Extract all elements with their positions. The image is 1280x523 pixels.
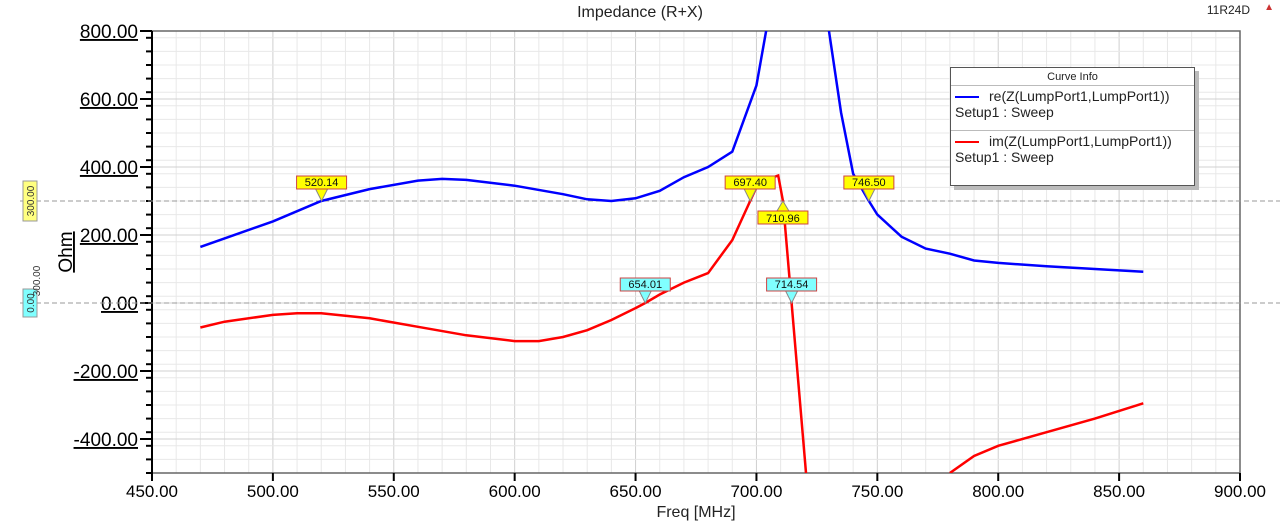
chart-title: Impedance (R+X): [577, 4, 703, 21]
x-tick-label: 850.00: [1093, 482, 1145, 501]
marker-label: 714.54: [775, 279, 809, 291]
legend[interactable]: Curve Info re(Z(LumpPort1,LumpPort1)) Se…: [950, 67, 1195, 186]
series-im-line: [949, 402, 1144, 473]
legend-label: re(Z(LumpPort1,LumpPort1)): [989, 88, 1170, 104]
y-tick-label: 400.00: [80, 158, 138, 179]
y-axis-label: Ohm: [56, 231, 77, 272]
x-axis-label: Freq [MHz]: [656, 504, 735, 521]
marker-box: [757, 210, 809, 225]
x-tick-label: 750.00: [851, 482, 903, 501]
x-tick-label: 600.00: [489, 482, 541, 501]
reference-label-text: 0.00: [26, 293, 37, 313]
reference-label: 300.00: [22, 180, 38, 222]
x-tick-label: 900.00: [1214, 482, 1266, 501]
legend-entry-im[interactable]: im(Z(LumpPort1,LumpPort1)) Setup1 : Swee…: [951, 131, 1194, 175]
series-im-line: [200, 173, 808, 473]
marker-label: 746.50: [852, 177, 886, 189]
x-tick-label: 450.00: [126, 482, 178, 501]
marker: 697.40: [724, 175, 776, 203]
x-tick-label: 700.00: [730, 482, 782, 501]
y-tick-label: 800.00: [80, 22, 138, 43]
marker-box: [724, 175, 776, 190]
design-label: 11R24D: [1206, 3, 1250, 17]
marker-box: [766, 277, 818, 292]
legend-sub: Setup1 : Sweep: [955, 104, 1054, 120]
marker-pointer: [776, 200, 790, 212]
reference-label: 0.00: [22, 288, 38, 318]
series-re-line: [199, 31, 1144, 273]
y-tick-label: -400.00: [74, 430, 138, 451]
x-tick-label: 500.00: [247, 482, 299, 501]
marker: 746.50: [843, 175, 895, 203]
marker-label: 710.96: [766, 213, 800, 225]
x-tick-label: 650.00: [610, 482, 662, 501]
reference-label-box: [22, 288, 38, 318]
marker-box: [619, 277, 671, 292]
legend-sub: Setup1 : Sweep: [955, 149, 1054, 165]
legend-label: im(Z(LumpPort1,LumpPort1)): [989, 133, 1172, 149]
y-tick-label: -200.00: [74, 362, 138, 383]
marker-pointer: [743, 188, 757, 203]
legend-swatch-red: [955, 141, 979, 144]
marker-pointer: [784, 290, 799, 305]
x-tick-label: 800.00: [972, 482, 1024, 501]
marker: 714.54: [766, 277, 818, 305]
marker: 710.96: [757, 200, 809, 225]
marker-label: 654.01: [628, 279, 662, 291]
marker-box: [843, 175, 895, 190]
marker: 520.14: [296, 175, 348, 203]
x-tick-label: 550.00: [368, 482, 420, 501]
legend-swatch-blue: [955, 96, 979, 99]
side-label: 300.00: [32, 265, 43, 296]
reference-label-box: [22, 180, 38, 222]
y-tick-label: 600.00: [80, 90, 138, 111]
marker-label: 697.40: [733, 177, 767, 189]
legend-entry-re[interactable]: re(Z(LumpPort1,LumpPort1)) Setup1 : Swee…: [951, 86, 1194, 131]
y-tick-label: 0.00: [101, 294, 138, 315]
legend-title: Curve Info: [951, 68, 1194, 86]
warning-triangle-icon: ▲: [1264, 2, 1274, 13]
marker: 654.01: [619, 277, 671, 305]
y-tick-label: 200.00: [80, 226, 138, 247]
reference-label-text: 300.00: [26, 185, 37, 216]
marker-box: [296, 175, 348, 190]
marker-label: 520.14: [305, 177, 339, 189]
